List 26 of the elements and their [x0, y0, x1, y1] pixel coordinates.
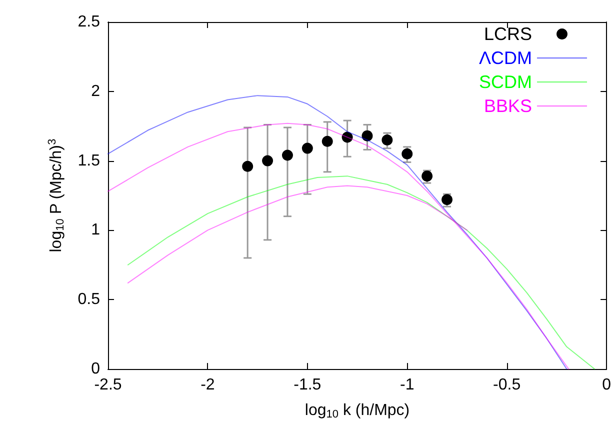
legend-label: SCDM	[479, 72, 532, 92]
point	[382, 134, 393, 146]
x-tick-label: -2.5	[94, 376, 122, 394]
y-tick-label: 2.5	[78, 14, 100, 30]
x-tick-label: -1.5	[294, 376, 322, 394]
x-tick-label: -2	[200, 376, 215, 394]
point	[242, 160, 254, 172]
point	[342, 132, 353, 143]
x-tick-label: -0.5	[493, 376, 521, 394]
legend-label: LCRS	[484, 24, 532, 44]
legend-label: ΛCDM	[478, 48, 532, 68]
x-tick-label: 0	[602, 376, 612, 394]
point	[262, 155, 274, 166]
y-axis-title: log10 P (Mpc/h)3	[46, 138, 66, 252]
legend-label: BBKS	[484, 96, 532, 116]
y-tick-label: 2	[91, 82, 100, 100]
point	[362, 130, 373, 142]
point	[322, 136, 333, 147]
point	[302, 142, 313, 154]
y-tick-label: 1.5	[78, 152, 100, 170]
point	[402, 148, 413, 160]
x-tick-label: -1	[400, 376, 414, 394]
y-tick-label: 0	[91, 360, 100, 378]
point	[282, 150, 293, 161]
y-tick-label: 0.5	[78, 291, 100, 308]
y-tick-label: 1	[91, 222, 100, 239]
